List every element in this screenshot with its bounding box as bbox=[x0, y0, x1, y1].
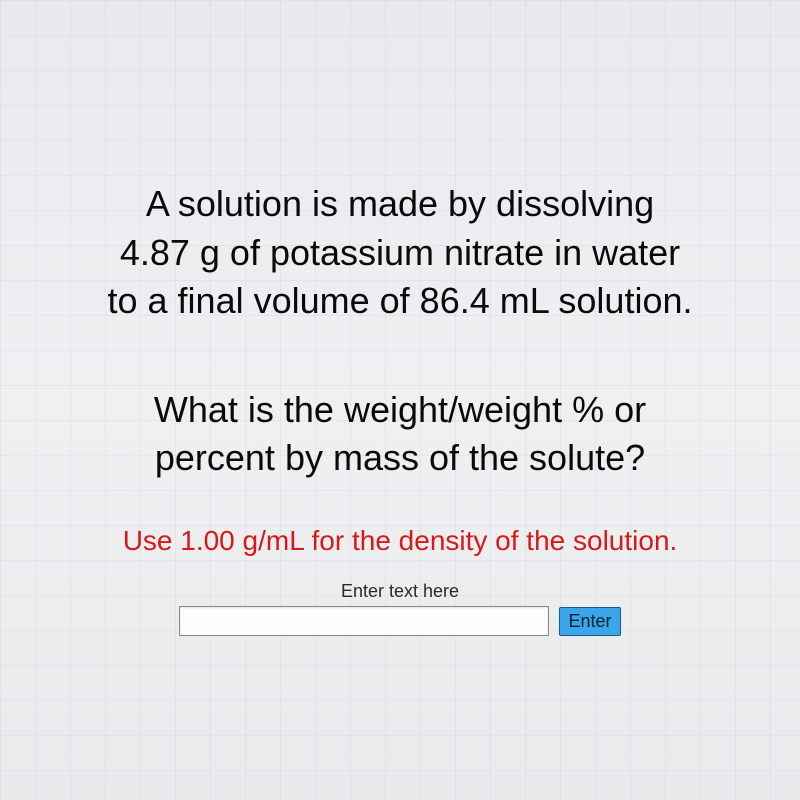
question-line: 4.87 g of potassium nitrate in water bbox=[120, 232, 680, 273]
answer-input[interactable] bbox=[179, 606, 549, 636]
question-container: A solution is made by dissolving 4.87 g … bbox=[0, 0, 800, 800]
input-row: Enter bbox=[30, 606, 770, 636]
question-line: A solution is made by dissolving bbox=[146, 183, 654, 224]
enter-button[interactable]: Enter bbox=[559, 607, 620, 636]
question-line: to a final volume of 86.4 mL solution. bbox=[108, 280, 693, 321]
input-label: Enter text here bbox=[30, 581, 770, 602]
question-line: What is the weight/weight % or bbox=[154, 389, 646, 430]
question-paragraph-1: A solution is made by dissolving 4.87 g … bbox=[30, 180, 770, 326]
question-paragraph-2: What is the weight/weight % or percent b… bbox=[30, 386, 770, 483]
hint-text: Use 1.00 g/mL for the density of the sol… bbox=[30, 523, 770, 559]
question-line: percent by mass of the solute? bbox=[155, 437, 645, 478]
